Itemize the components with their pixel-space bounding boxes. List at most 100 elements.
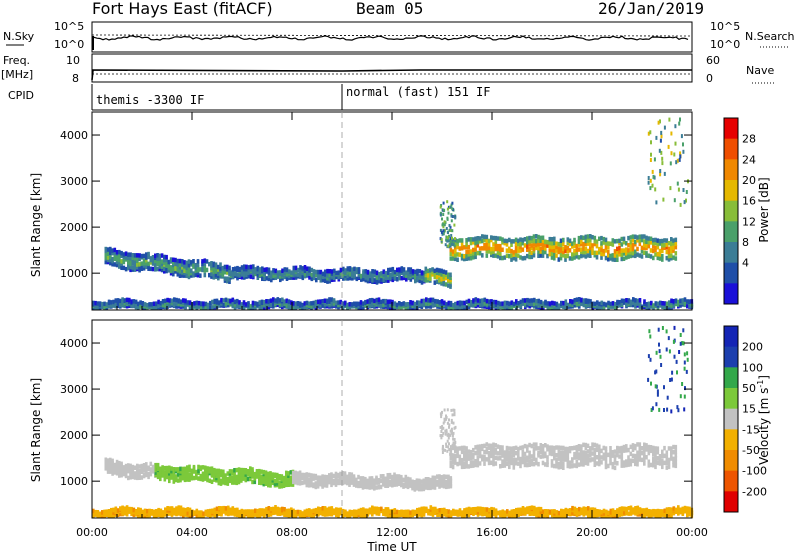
heat-cell: [330, 478, 333, 483]
heat-cell: [334, 471, 338, 477]
heat-cell: [165, 266, 168, 272]
heat-cell: [218, 506, 221, 511]
heat-cell: [517, 456, 520, 461]
heat-cell: [461, 300, 464, 306]
heat-cell: [519, 459, 522, 465]
heat-cell: [618, 245, 621, 251]
heat-cell: [580, 462, 583, 467]
heat-cell: [395, 302, 399, 308]
heat-cell: [326, 275, 329, 281]
heat-cell: [469, 237, 473, 242]
heat-cell: [125, 304, 129, 309]
heat-cell: [194, 263, 198, 268]
heat-cell: [267, 478, 270, 484]
heat-cell: [521, 247, 525, 252]
heat-cell: [140, 475, 144, 480]
heat-cell: [490, 443, 493, 449]
heat-cell: [427, 477, 430, 482]
heat-cell: [260, 508, 264, 513]
heat-cell: [649, 186, 652, 191]
heat-cell: [314, 507, 318, 513]
heat-cell: [436, 508, 439, 514]
heat-cell: [106, 247, 110, 252]
heat-cell: [111, 461, 114, 466]
heat-cell: [409, 272, 413, 277]
heat-cell: [364, 511, 367, 517]
heat-cell: [238, 300, 241, 305]
heat-cell: [643, 442, 646, 447]
heat-cell: [636, 454, 639, 459]
heat-cell: [528, 505, 532, 511]
heat-cell: [636, 450, 639, 455]
heat-cell: [127, 264, 130, 269]
heat-cell: [443, 223, 446, 227]
heat-cell: [535, 457, 538, 463]
heat-cell: [258, 508, 262, 513]
heat-cell: [357, 480, 360, 486]
heat-cell: [285, 470, 288, 476]
heat-cell: [194, 265, 198, 271]
heat-cell: [523, 456, 527, 461]
heat-cell: [622, 460, 626, 465]
heat-cell: [138, 264, 141, 269]
heat-cell: [228, 473, 232, 478]
heat-cell: [226, 278, 229, 284]
heat-cell: [657, 120, 660, 125]
heat-cell: [103, 305, 106, 310]
heat-cell: [456, 512, 460, 517]
heat-cell: [373, 506, 376, 511]
heat-cell: [530, 505, 534, 510]
heat-cell: [521, 445, 525, 450]
heat-cell: [584, 506, 588, 512]
heat-cell: [649, 254, 653, 259]
heat-cell: [261, 268, 264, 274]
heat-cell: [463, 450, 466, 455]
heat-cell: [465, 449, 468, 455]
heat-cell: [447, 509, 451, 514]
heat-cell: [510, 257, 513, 262]
heat-cell: [602, 508, 606, 514]
heat-cell: [350, 472, 354, 477]
heat-cell: [682, 142, 684, 147]
heat-cell: [542, 301, 545, 306]
heat-cell: [496, 250, 500, 255]
heat-cell: [661, 238, 664, 244]
heat-cell: [173, 507, 176, 513]
heat-cell: [364, 269, 368, 274]
heat-cell: [319, 278, 323, 283]
heat-cell: [660, 134, 663, 139]
heat-cell: [629, 235, 633, 240]
heat-cell: [463, 508, 466, 513]
heat-cell: [519, 445, 522, 451]
heat-cell: [636, 301, 640, 306]
heat-cell: [333, 271, 336, 276]
heat-cell: [142, 466, 146, 471]
heat-cell: [138, 464, 141, 469]
heat-cell: [521, 298, 525, 303]
heat-cell: [602, 452, 606, 457]
nsky-tick-bottom: 10^0: [54, 38, 84, 51]
heat-cell: [688, 303, 691, 308]
heat-cell: [433, 280, 437, 285]
heat-cell: [620, 252, 624, 258]
heat-cell: [553, 445, 556, 451]
heat-cell: [433, 485, 437, 490]
heat-cell: [217, 264, 220, 270]
heat-cell: [208, 272, 211, 278]
heat-cell: [346, 511, 349, 516]
heat-cell: [674, 463, 678, 469]
heat-cell: [530, 238, 534, 244]
heat-cell: [607, 303, 610, 308]
heat-cell: [125, 510, 129, 515]
heat-cell: [577, 239, 581, 244]
heat-cell: [539, 238, 543, 243]
heat-cell: [677, 299, 680, 305]
heat-cell: [550, 451, 554, 457]
heat-cell: [429, 268, 432, 273]
heat-cell: [449, 456, 453, 461]
heat-cell: [362, 511, 365, 516]
heat-cell: [582, 450, 585, 455]
heat-cell: [636, 246, 639, 252]
heat-cell: [562, 237, 565, 243]
heat-cell: [120, 466, 123, 472]
